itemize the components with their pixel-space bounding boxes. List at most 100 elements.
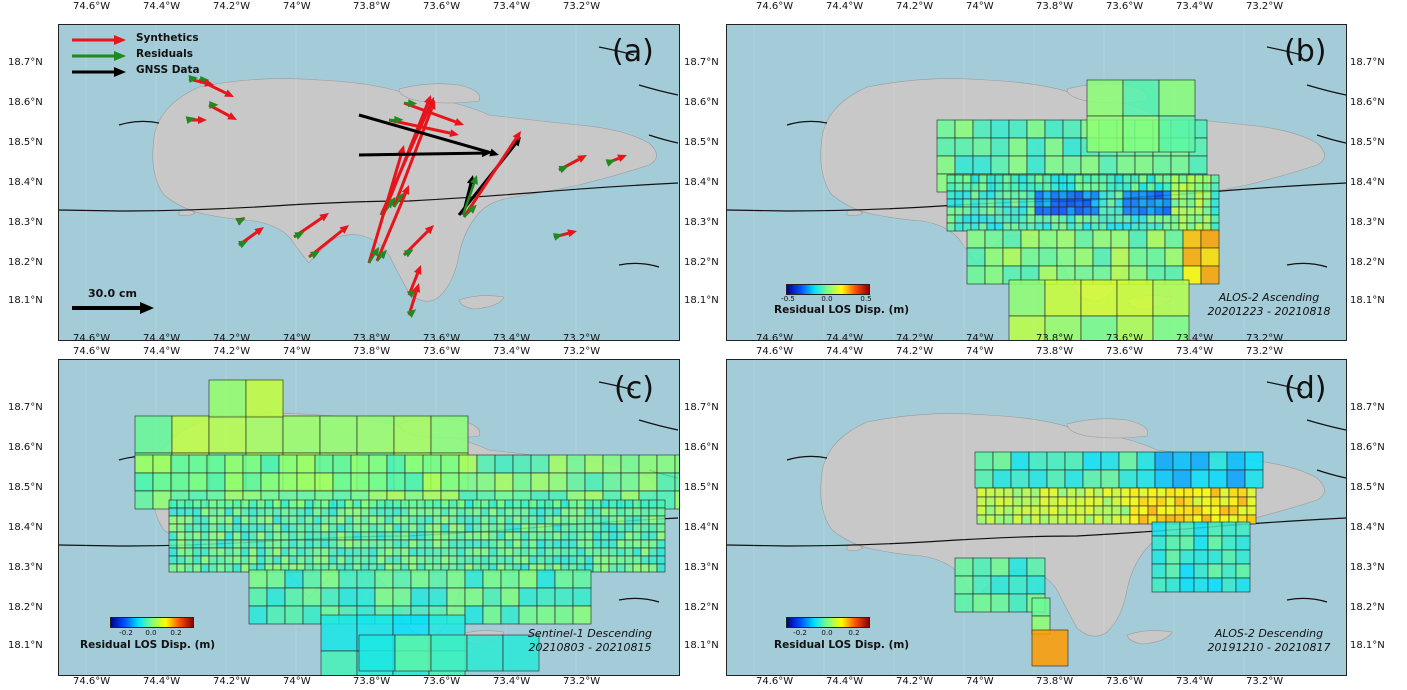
scale-label: 30.0 cm — [88, 287, 137, 300]
lat-tick: 18.4°N — [8, 177, 43, 188]
map-b-canvas — [727, 25, 1346, 340]
lat-tick: 18.5°N — [1350, 137, 1385, 148]
lon-tick: 73.2°W — [1246, 346, 1284, 357]
lat-tick: 18.6°N — [1350, 97, 1385, 108]
lat-tick: 18.4°N — [1350, 522, 1385, 533]
caption-c-line2: 20210803 - 20210815 — [528, 641, 652, 654]
lon-tick: 74.2°W — [213, 676, 251, 687]
residual-arrow — [188, 75, 198, 83]
caption-d-line1: ALOS-2 Descending — [1214, 627, 1324, 640]
lon-tick: 74.2°W — [896, 346, 934, 357]
map-c-canvas — [59, 360, 679, 675]
residual-arrow — [185, 116, 196, 124]
lon-tick: 73.8°W — [353, 346, 391, 357]
map-a-canvas — [59, 25, 679, 340]
colorbar-d — [786, 617, 870, 628]
lon-tick: 73.4°W — [1176, 346, 1214, 357]
cbar-b-title: Residual LOS Disp. (m) — [774, 304, 910, 316]
colorbar-b — [786, 284, 870, 295]
lat-tick: 18.5°N — [8, 137, 43, 148]
residual-arrow — [376, 249, 387, 262]
fine-tiles-c — [168, 499, 666, 573]
lon-tick: 73.4°W — [1176, 333, 1214, 344]
lon-tick: 73.4°W — [493, 1, 531, 12]
residual-arrow — [403, 249, 414, 258]
legend-arrows — [72, 35, 126, 77]
panel-c-label: (c) — [614, 371, 654, 406]
panel-d: (d) ALOS-2 Descending 20191210 - 2021081… — [704, 345, 1407, 690]
lon-tick: 73.4°W — [493, 333, 531, 344]
stem-tiles-d — [1031, 597, 1051, 635]
residual-arrow — [552, 233, 563, 241]
east-tiles-d — [1151, 521, 1251, 593]
lon-tick: 74°W — [966, 346, 994, 357]
residual-arrow — [605, 159, 616, 167]
cbar-b-tick-mid: 0.0 — [821, 295, 833, 303]
colorbar-c — [110, 617, 194, 628]
lon-tick: 73.8°W — [1036, 676, 1074, 687]
caption-b-line2: 20201223 - 20210818 — [1207, 305, 1331, 318]
gnss-arrow — [358, 113, 499, 157]
lon-tick: 74.6°W — [73, 346, 111, 357]
lon-tick: 73.6°W — [1106, 333, 1144, 344]
lat-tick: 18.5°N — [8, 482, 43, 493]
panel-a-label: (a) — [612, 34, 654, 69]
lat-tick: 18.7°N — [684, 402, 719, 413]
fine-tiles-d — [976, 487, 1257, 525]
lon-tick: 73.6°W — [423, 1, 461, 12]
lat-tick: 18.5°N — [1350, 482, 1385, 493]
residual-arrow — [235, 217, 246, 226]
lat-tick: 18.7°N — [8, 57, 43, 68]
residual-arrow — [558, 165, 569, 174]
lon-tick: 73.2°W — [1246, 676, 1284, 687]
lat-tick: 18.7°N — [8, 402, 43, 413]
west-tiles-d — [954, 557, 1046, 613]
lon-tick: 74.6°W — [756, 1, 794, 12]
cbar-c-tick-max: 0.2 — [170, 629, 182, 637]
cbar-d-tick-min: -0.2 — [793, 629, 807, 637]
map-d-canvas — [727, 360, 1346, 675]
lon-tick: 73.2°W — [563, 1, 601, 12]
lon-tick: 74.6°W — [73, 333, 111, 344]
lat-tick: 18.6°N — [8, 442, 43, 453]
residual-arrow — [293, 232, 305, 240]
lon-tick: 74.6°W — [73, 676, 111, 687]
lon-tick: 74.2°W — [896, 333, 934, 344]
lat-tick: 18.7°N — [1350, 57, 1385, 68]
lat-tick: 18.1°N — [684, 640, 719, 651]
lon-tick: 73.6°W — [423, 676, 461, 687]
map-d — [726, 359, 1347, 676]
lon-tick: 74.2°W — [896, 676, 934, 687]
map-a — [58, 24, 680, 341]
scale-arrow — [72, 302, 154, 314]
residual-arrow — [403, 99, 418, 108]
lon-tick: 73.2°W — [563, 346, 601, 357]
lon-tick: 74.4°W — [826, 346, 864, 357]
lon-tick: 73.6°W — [1106, 676, 1144, 687]
lat-tick: 18.5°N — [684, 137, 719, 148]
lon-tick: 74°W — [966, 1, 994, 12]
lon-tick: 73.8°W — [353, 1, 391, 12]
lon-tick: 73.8°W — [353, 333, 391, 344]
cbar-d-title: Residual LOS Disp. (m) — [774, 639, 910, 651]
lat-tick: 18.3°N — [684, 562, 719, 573]
panel-a: (a) Synthetics Residuals GNSS Data 30.0 … — [0, 0, 704, 345]
lon-tick: 73.4°W — [1176, 676, 1214, 687]
cbar-c-tick-mid: 0.0 — [145, 629, 157, 637]
lon-tick: 74.4°W — [826, 333, 864, 344]
cbar-c-tick-min: -0.2 — [119, 629, 133, 637]
lon-tick: 74°W — [966, 333, 994, 344]
lon-tick: 73.2°W — [563, 333, 601, 344]
fine-tiles-b — [946, 174, 1220, 232]
lon-tick: 73.2°W — [563, 676, 601, 687]
lon-tick: 74.6°W — [756, 676, 794, 687]
caption-d-line2: 20191210 - 20210817 — [1207, 641, 1331, 654]
legend-gnss: GNSS Data — [136, 64, 200, 76]
synthetic-arrow — [392, 100, 436, 208]
residual-arrow — [406, 309, 417, 318]
cbar-b-tick-min: -0.5 — [781, 295, 795, 303]
lat-tick: 18.7°N — [1350, 402, 1385, 413]
lat-tick: 18.7°N — [684, 57, 719, 68]
lon-tick: 74.4°W — [826, 1, 864, 12]
lon-tick: 74.4°W — [143, 333, 181, 344]
